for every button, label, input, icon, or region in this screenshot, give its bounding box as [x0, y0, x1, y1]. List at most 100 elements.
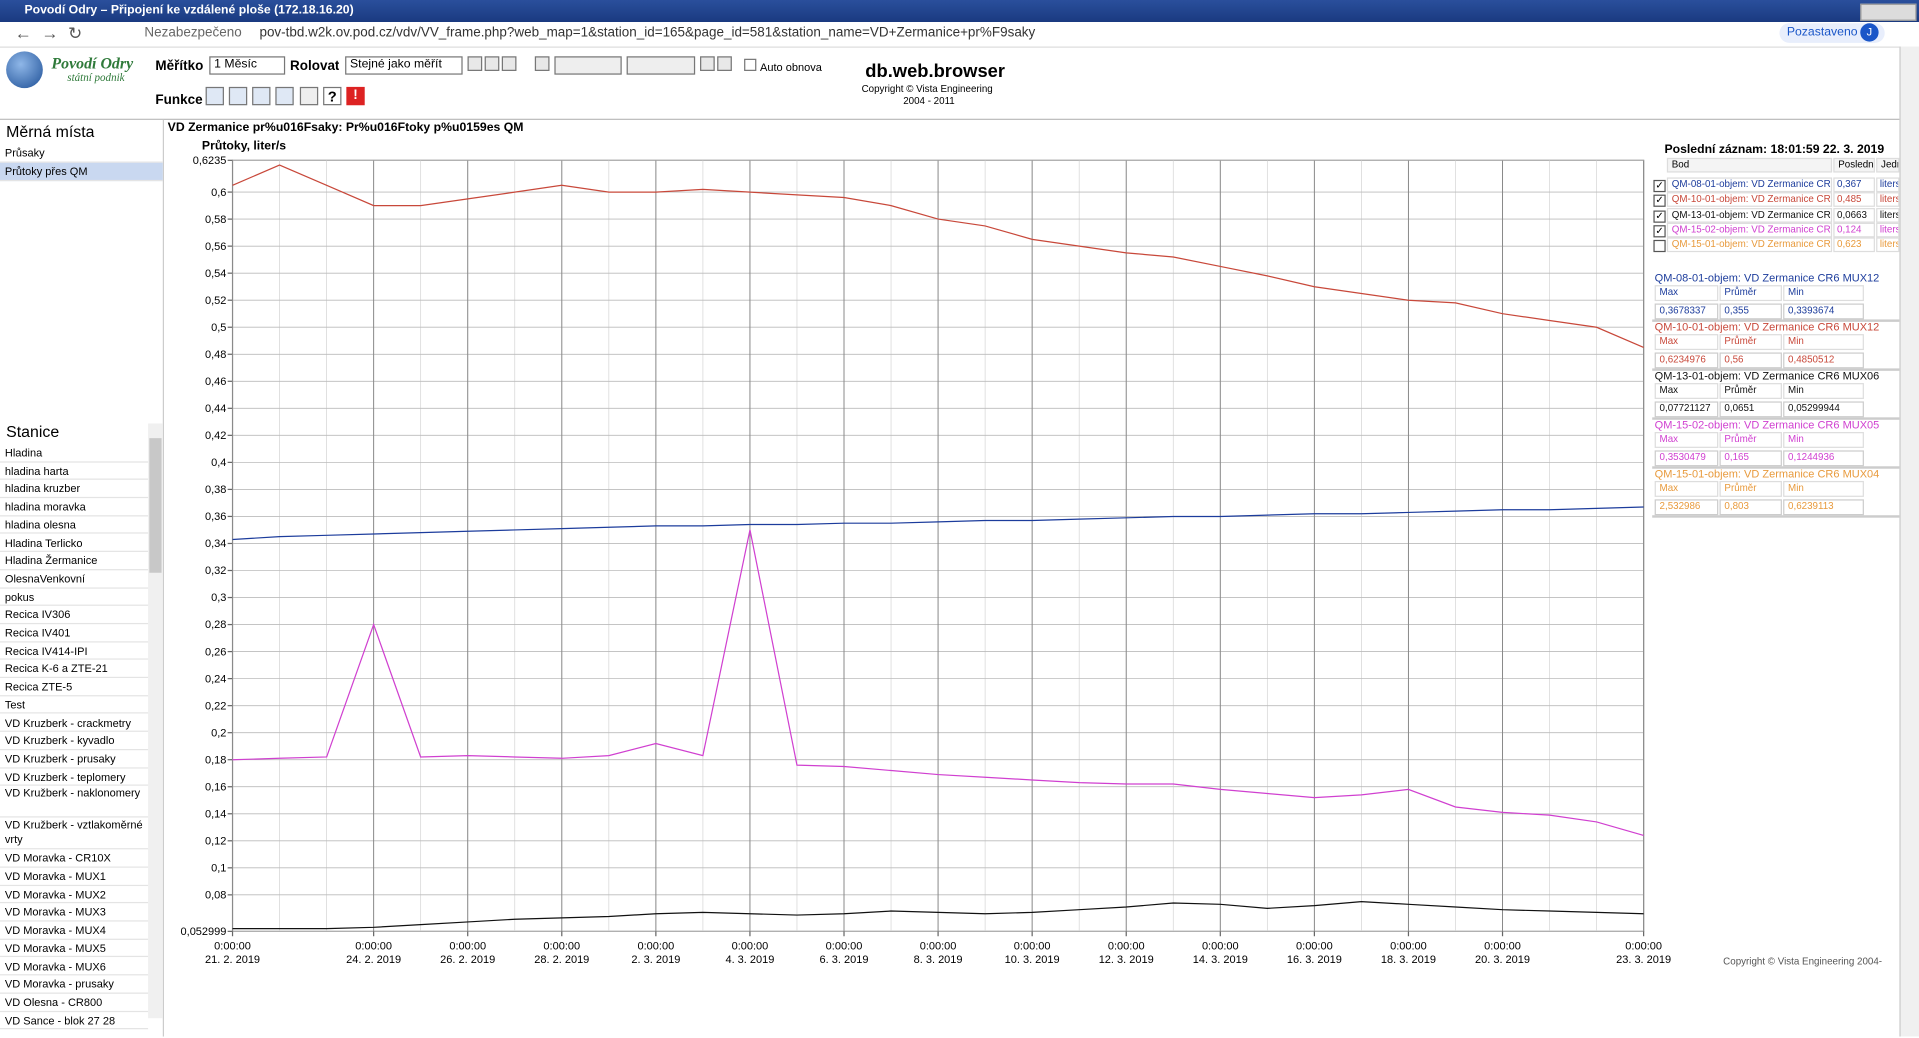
x-tick-label: 10. 3. 2019 [1005, 954, 1060, 966]
place-item[interactable]: Průtoky přes QM [0, 162, 163, 182]
legend-last: 0,623 [1833, 237, 1875, 253]
function-icon[interactable] [228, 86, 248, 106]
station-item[interactable]: Recica IV306 [0, 606, 149, 625]
station-item[interactable]: VD Moravka - prusaky [0, 976, 149, 994]
step-button[interactable] [484, 56, 500, 71]
step-button[interactable] [717, 56, 732, 71]
station-item[interactable]: VD Moravka - MUX5 [0, 940, 149, 958]
app-copyright: Copyright © Vista Engineering [861, 83, 993, 95]
x-tick-label: 23. 3. 2019 [1616, 954, 1671, 966]
station-item[interactable]: Hladina [0, 444, 149, 463]
function-icon[interactable] [252, 86, 271, 106]
date-input[interactable] [626, 56, 696, 75]
date-input[interactable] [554, 56, 622, 75]
station-item[interactable]: Recica ZTE-5 [0, 678, 149, 697]
stats-value: 0,165 [1719, 450, 1782, 467]
legend-checkbox[interactable]: ✓ [1653, 179, 1666, 193]
url[interactable]: pov-tbd.w2k.ov.pod.cz/vdv/VV_frame.php?w… [259, 25, 1036, 41]
station-item[interactable]: hladina harta [0, 462, 149, 481]
y-tick-label: 0,32 [205, 565, 226, 577]
step-button[interactable] [534, 56, 550, 71]
scale-label: Měřítko [155, 58, 204, 74]
profile-button[interactable] [1779, 23, 1885, 43]
function-icon[interactable]: ? [323, 86, 342, 106]
x-tick-label: 20. 3. 2019 [1475, 954, 1530, 966]
stats-header: Max [1654, 480, 1719, 497]
station-item[interactable]: VD Kružberk - naklonomery [0, 786, 149, 818]
station-item[interactable]: Hladina Žermanice [0, 552, 149, 571]
function-icon[interactable] [205, 86, 224, 106]
y-tick-label: 0,6 [211, 187, 226, 199]
series-line [232, 164, 1644, 349]
logo-name: Povodí Odry [51, 53, 134, 73]
scale-select[interactable]: 1 Měsíc [209, 56, 286, 75]
stats-value: 0,3530479 [1654, 450, 1719, 467]
stats-header: Max [1654, 285, 1719, 302]
function-icon[interactable] [275, 86, 294, 106]
stations-title: Stanice [6, 422, 60, 441]
y-tick-label: 0,58 [205, 214, 226, 226]
station-item[interactable]: pokus [0, 588, 149, 607]
station-item[interactable]: hladina kruzber [0, 480, 149, 499]
stats-header: Min [1783, 285, 1864, 302]
station-item[interactable]: OlesnaVenkovní [0, 570, 149, 589]
stats-header: Průměr [1719, 334, 1782, 351]
station-item[interactable]: VD Moravka - MUX2 [0, 886, 149, 904]
legend-checkbox[interactable]: ✓ [1653, 210, 1666, 223]
station-item[interactable]: Recica IV414-IPI [0, 642, 149, 661]
stats-value: 0,0651 [1719, 401, 1782, 418]
station-item[interactable]: Test [0, 696, 149, 715]
station-item[interactable]: VD Moravka - CR10X [0, 850, 149, 868]
x-tick-time: 0:00:00 [1014, 941, 1051, 953]
stats-title: QM-08-01-objem: VD Zermanice CR6 MUX12 [1654, 271, 1880, 284]
station-item[interactable]: VD Kruzberk - prusaky [0, 750, 149, 769]
station-item[interactable]: Hladina Terlicko [0, 534, 149, 553]
stats-header: Průměr [1719, 480, 1782, 497]
y-tick-label: 0,52 [205, 295, 226, 307]
station-item[interactable]: VD Moravka - MUX4 [0, 922, 149, 940]
station-item[interactable]: VD Kruzberk - teplomery [0, 768, 149, 787]
function-icon[interactable] [299, 86, 319, 106]
station-item[interactable]: VD Kruzberk - crackmetry [0, 714, 149, 733]
stats-title: QM-15-01-objem: VD Zermanice CR6 MUX04 [1654, 467, 1880, 480]
x-tick-label: 4. 3. 2019 [725, 954, 774, 966]
stats-header: Průměr [1719, 383, 1782, 399]
station-item[interactable]: VD Sance - blok 27 28 [0, 1012, 149, 1030]
station-item[interactable]: VD Kružberk - vztlakoměrné vrty [0, 818, 149, 850]
legend-name: QM-15-02-objem: VD Zermanice CR6 MUX05 [1666, 222, 1833, 238]
last-record: Poslední záznam: 18:01:59 22. 3. 2019 [1664, 143, 1885, 157]
x-tick-label: 2. 3. 2019 [631, 954, 680, 966]
station-item[interactable]: Recica K-6 a ZTE-21 [0, 660, 149, 679]
station-item[interactable]: VD Kruzberk - kyvadlo [0, 732, 149, 751]
station-item[interactable]: VD Moravka - MUX6 [0, 958, 149, 976]
scroll-select[interactable]: Stejné jako měřít [345, 56, 463, 75]
stats-title: QM-15-02-objem: VD Zermanice CR6 MUX05 [1654, 418, 1880, 431]
station-item[interactable]: hladina olesna [0, 516, 149, 535]
stats-title: QM-10-01-objem: VD Zermanice CR6 MUX12 [1654, 320, 1880, 333]
function-icon[interactable]: ! [346, 86, 365, 106]
y-tick-label: 0,24 [205, 673, 226, 685]
step-button[interactable] [501, 56, 517, 71]
auto-refresh-checkbox[interactable] [744, 58, 757, 71]
step-button[interactable] [467, 56, 483, 71]
nav-buttons[interactable]: ← → ↻ [14, 23, 83, 43]
place-item[interactable]: Průsaky [0, 144, 163, 163]
scrollbar[interactable] [1899, 46, 1919, 1037]
station-item[interactable]: VD Moravka - MUX3 [0, 904, 149, 922]
stats-divider [1652, 319, 1900, 322]
station-item[interactable]: VD Olesna - CR800 [0, 994, 149, 1012]
station-item[interactable]: VD Moravka - MUX1 [0, 868, 149, 886]
legend-checkbox[interactable] [1653, 240, 1666, 253]
step-button[interactable] [700, 56, 715, 71]
window-controls[interactable] [1860, 3, 1917, 21]
legend-header: Poslední [1833, 157, 1875, 173]
legend-checkbox[interactable]: ✓ [1653, 194, 1666, 208]
station-item[interactable]: Recica IV401 [0, 624, 149, 643]
stats-header: Max [1654, 432, 1719, 448]
legend-checkbox[interactable]: ✓ [1653, 225, 1666, 238]
stats-value: 0,56 [1719, 352, 1782, 369]
stations-scroll-thumb[interactable] [149, 438, 162, 573]
stats-divider [1652, 466, 1900, 469]
station-item[interactable]: hladina moravka [0, 498, 149, 517]
stats-header: Min [1783, 432, 1864, 448]
